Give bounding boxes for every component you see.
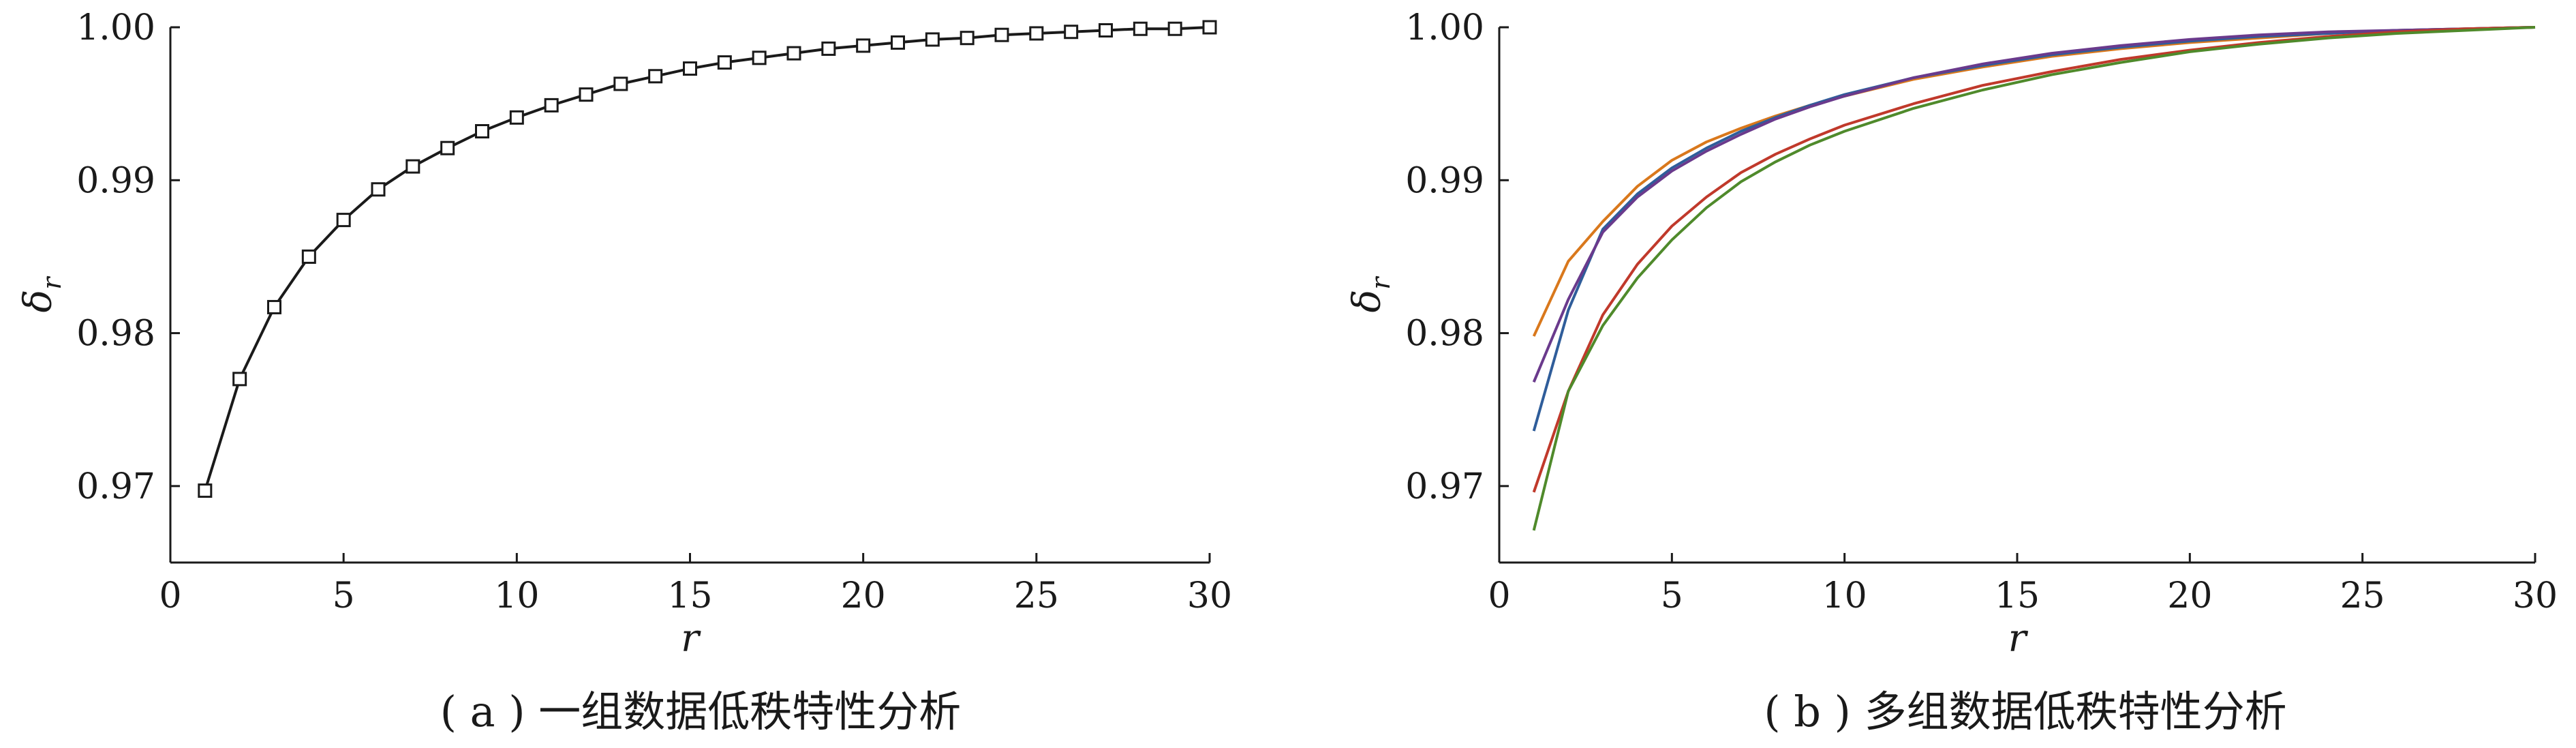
data-point	[683, 61, 697, 76]
data-point	[405, 159, 420, 174]
data-point	[371, 182, 386, 197]
data-point	[1202, 20, 1217, 35]
series-line-5	[1532, 26, 2536, 531]
x-tick-label: 25	[1014, 575, 1059, 616]
chart-panel-a: 0 5 10 15 20 25 30 0.97 0.98 0.99 1.00 r δr ( a ) …	[16, 8, 1232, 736]
caption-a: ( a ) 一组数据低秩特性分析	[440, 687, 961, 736]
x-tick-label: 30	[2513, 575, 2558, 616]
y-axis-label-a: δr	[16, 275, 67, 313]
data-point	[960, 31, 975, 46]
data-point	[1029, 26, 1044, 41]
x-tick-label: 30	[1187, 575, 1232, 616]
data-point	[925, 32, 940, 47]
x-axis-label-a: r	[681, 616, 701, 661]
y-tick-label: 0.99	[76, 160, 155, 201]
x-tick-label: 5	[1661, 575, 1683, 616]
series-line-4	[1532, 26, 2536, 493]
data-point	[301, 249, 316, 264]
y-tick-label: 1.00	[1405, 8, 1484, 48]
data-point	[613, 76, 628, 91]
data-point	[267, 299, 281, 314]
data-point	[1133, 21, 1148, 36]
x-tick-label: 20	[2167, 575, 2212, 616]
data-point	[440, 140, 455, 155]
y-tick-label: 0.98	[1405, 314, 1484, 355]
data-point	[648, 69, 663, 84]
x-tick-label: 0	[1488, 575, 1510, 616]
series-line-1	[203, 26, 1210, 492]
x-tick-label: 20	[841, 575, 886, 616]
y-tick-label: 0.98	[76, 314, 155, 355]
y-tick-label: 0.97	[1405, 466, 1484, 507]
data-point	[994, 27, 1009, 42]
data-point	[717, 55, 732, 70]
y-axis-label-b: δr	[1345, 275, 1396, 313]
data-point	[544, 98, 559, 113]
plot-area-a: 0 5 10 15 20 25 30 0.97 0.98 0.99 1.00	[76, 8, 1232, 616]
data-point	[752, 50, 767, 65]
x-tick-label: 10	[494, 575, 539, 616]
data-point	[232, 372, 247, 387]
x-tick-label: 25	[2340, 575, 2385, 616]
x-tick-label: 0	[159, 575, 181, 616]
x-tick-label: 5	[333, 575, 355, 616]
data-point	[579, 87, 594, 102]
series-line-1	[1532, 26, 2536, 337]
data-point	[1099, 23, 1113, 38]
series-line-3	[1532, 26, 2536, 383]
plot-area-b: 0 5 10 15 20 25 30 0.97 0.98 0.99 1.00	[1405, 8, 2558, 616]
x-tick-label: 10	[1822, 575, 1867, 616]
x-tick-label: 15	[667, 575, 712, 616]
data-point	[856, 38, 871, 53]
caption-b: ( b ) 多组数据低秩特性分析	[1764, 687, 2286, 736]
y-tick-label: 1.00	[76, 8, 155, 48]
data-point	[509, 110, 524, 125]
x-axis-label-b: r	[2008, 616, 2029, 661]
y-tick-label: 0.97	[76, 466, 155, 507]
y-tick-label: 0.99	[1405, 160, 1484, 201]
chart-panel-b: 0 5 10 15 20 25 30 0.97 0.98 0.99 1.00 r δr ( b ) …	[1345, 8, 2558, 736]
data-point	[891, 35, 905, 50]
data-point	[198, 483, 213, 498]
data-point	[821, 41, 836, 56]
data-point	[786, 46, 801, 61]
data-point	[1167, 21, 1182, 36]
data-point	[475, 124, 489, 139]
x-tick-label: 15	[1995, 575, 2040, 616]
data-point	[1064, 25, 1079, 40]
data-point	[336, 213, 351, 228]
